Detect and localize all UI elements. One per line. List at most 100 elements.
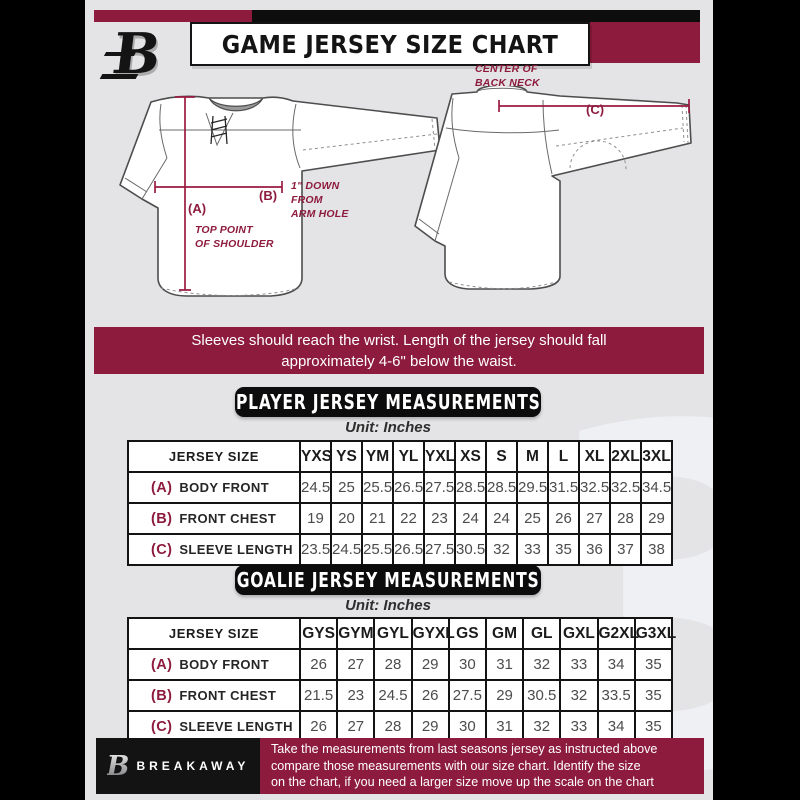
- value-cell: 27: [578, 502, 611, 535]
- value-cell: 20: [330, 502, 363, 535]
- footer-instructions: Take the measurements from last seasons …: [260, 738, 704, 794]
- size-cell: YM: [361, 440, 394, 473]
- table-row: (A) BODY FRONT 24.5 25 25.5 26.5 27.5 28.…: [127, 471, 673, 504]
- value-cell: 21.5: [298, 679, 339, 712]
- player-measurements-table: JERSEY SIZE YXS YS YM YL YXL XS S M L XL…: [127, 440, 673, 566]
- size-cell: GS: [447, 617, 487, 650]
- value-cell: 28: [373, 710, 413, 743]
- size-cell: XS: [454, 440, 487, 473]
- value-cell: 26: [547, 502, 580, 535]
- measure-label-c: (C): [586, 102, 605, 117]
- size-cell: GYXL: [410, 617, 455, 650]
- footer-brand-box: B BREAKAWAY: [96, 738, 260, 794]
- size-cell: YXL: [423, 440, 456, 473]
- size-cell: GYL: [373, 617, 413, 650]
- value-cell: 33: [516, 533, 549, 566]
- measure-label-b: (B): [259, 188, 278, 203]
- value-cell: 27: [336, 710, 376, 743]
- value-cell: 26: [298, 710, 339, 743]
- value-cell: 32.5: [578, 471, 611, 504]
- value-cell: 36: [578, 533, 611, 566]
- value-cell: 35: [633, 679, 674, 712]
- goalie-measurements-table: JERSEY SIZE GYS GYM GYL GYXL GS GM GL GX…: [127, 617, 676, 743]
- goalie-section-header: GOALIE JERSEY MEASUREMENTS: [235, 565, 541, 595]
- value-cell: 26: [410, 679, 450, 712]
- value-cell: 37: [609, 533, 642, 566]
- measure-note-a: TOP POINT OF SHOULDER: [195, 224, 274, 250]
- front-jersey-diagram: [119, 95, 441, 297]
- value-cell: 33.5: [596, 679, 636, 712]
- size-header-cell: JERSEY SIZE: [127, 440, 301, 473]
- value-cell: 28.5: [485, 471, 518, 504]
- value-cell: 31: [484, 648, 525, 681]
- value-cell: 29: [484, 679, 525, 712]
- value-cell: 35: [633, 710, 674, 743]
- value-cell: 25.5: [361, 471, 394, 504]
- size-cell: S: [485, 440, 518, 473]
- value-cell: 28.5: [454, 471, 487, 504]
- size-cell: GL: [522, 617, 562, 650]
- size-cell: L: [547, 440, 580, 473]
- value-cell: 23: [336, 679, 376, 712]
- row-label-cell: (B) FRONT CHEST: [127, 679, 301, 712]
- top-bar-black-segment: [252, 10, 700, 22]
- size-cell: YXS: [299, 440, 332, 473]
- value-cell: 34.5: [640, 471, 673, 504]
- value-cell: 33: [559, 648, 599, 681]
- breakaway-b-logo-icon: B: [99, 21, 173, 90]
- value-cell: 24: [485, 502, 518, 535]
- footer-instruction-line: Take the measurements from last seasons …: [271, 742, 658, 757]
- size-cell: G3XL: [633, 617, 676, 650]
- row-label-cell: (C) SLEEVE LENGTH: [127, 533, 301, 566]
- value-cell: 23.5: [299, 533, 332, 566]
- size-cell: G2XL: [596, 617, 639, 650]
- fit-notice-line: approximately 4-6" below the waist.: [281, 352, 517, 370]
- footer-instruction-line: compare those measurements with our size…: [271, 758, 641, 773]
- value-cell: 32: [485, 533, 518, 566]
- logo-stick-blade: [99, 74, 139, 79]
- page-title: GAME JERSEY SIZE CHART: [221, 29, 559, 59]
- measure-note-c: CENTER OF BACK NECK: [475, 63, 540, 89]
- value-cell: 24: [454, 502, 487, 535]
- value-cell: 26.5: [392, 533, 425, 566]
- table-row: (B) FRONT CHEST 19 20 21 22 23 24 24 25 2…: [127, 502, 673, 535]
- value-cell: 22: [392, 502, 425, 535]
- value-cell: 32: [522, 648, 562, 681]
- title-banner: GAME JERSEY SIZE CHART: [190, 22, 590, 66]
- row-label-cell: (B) FRONT CHEST: [127, 502, 301, 535]
- footer-instruction-line: on the chart, if you need a larger size …: [271, 775, 654, 790]
- size-cell: 3XL: [640, 440, 673, 473]
- size-cell: M: [516, 440, 549, 473]
- value-cell: 27.5: [447, 679, 487, 712]
- value-cell: 32: [559, 679, 599, 712]
- measure-label-a: (A): [188, 201, 207, 216]
- value-cell: 30: [447, 648, 487, 681]
- player-unit-label: Unit: Inches: [345, 419, 431, 436]
- value-cell: 35: [633, 648, 674, 681]
- value-cell: 19: [299, 502, 332, 535]
- value-cell: 29: [410, 648, 450, 681]
- value-cell: 24.5: [373, 679, 413, 712]
- header-top-bar: [94, 10, 700, 22]
- value-cell: 33: [559, 710, 599, 743]
- size-cell: GXL: [559, 617, 599, 650]
- value-cell: 21: [361, 502, 394, 535]
- size-cell: XL: [578, 440, 611, 473]
- value-cell: 38: [640, 533, 673, 566]
- size-cell: YL: [392, 440, 425, 473]
- value-cell: 28: [609, 502, 642, 535]
- fit-notice-banner: Sleeves should reach the wrist. Length o…: [94, 327, 704, 374]
- size-header-cell: JERSEY SIZE: [127, 617, 301, 650]
- value-cell: 23: [423, 502, 456, 535]
- table-row: (C) SLEEVE LENGTH 23.5 24.5 25.5 26.5 27.…: [127, 533, 673, 566]
- value-cell: 35: [547, 533, 580, 566]
- value-cell: 30.5: [454, 533, 487, 566]
- value-cell: 32.5: [609, 471, 642, 504]
- breakaway-b-icon: B: [106, 750, 130, 782]
- table-header-row: JERSEY SIZE GYS GYM GYL GYXL GS GM GL GX…: [127, 617, 676, 650]
- value-cell: 25: [330, 471, 363, 504]
- value-cell: 27: [336, 648, 376, 681]
- value-cell: 26.5: [392, 471, 425, 504]
- table-row: (B) FRONT CHEST 21.5 23 24.5 26 27.5 29 3…: [127, 679, 674, 712]
